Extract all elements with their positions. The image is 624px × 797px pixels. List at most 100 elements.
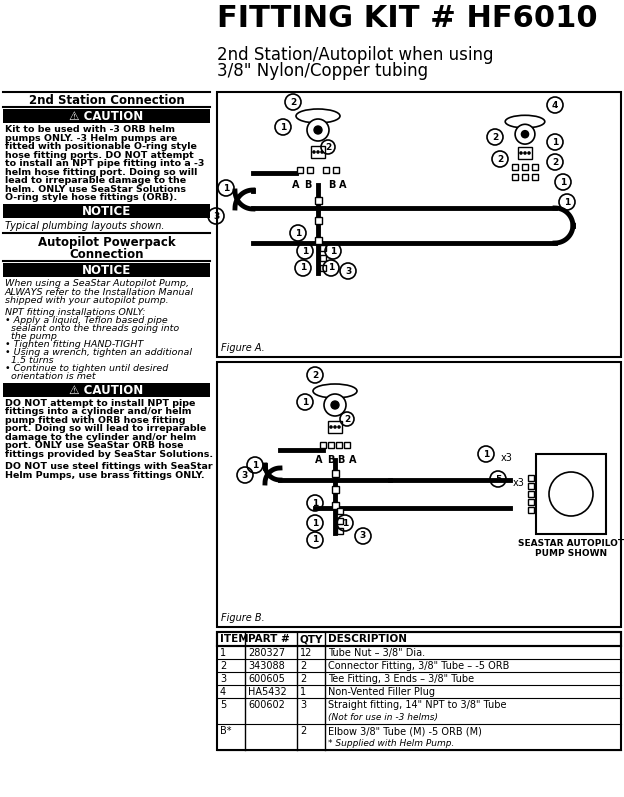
Text: 1: 1 <box>552 138 558 147</box>
Text: 1: 1 <box>564 198 570 206</box>
Text: 1.5 turns: 1.5 turns <box>5 355 54 364</box>
Text: fittings provided by SeaStar Solutions.: fittings provided by SeaStar Solutions. <box>5 450 213 458</box>
Text: B: B <box>338 455 344 465</box>
Bar <box>3 109 210 123</box>
Text: port. ONLY use SeaStar ORB hose: port. ONLY use SeaStar ORB hose <box>5 441 183 450</box>
Text: Tube Nut – 3/8" Dia.: Tube Nut – 3/8" Dia. <box>328 648 425 658</box>
Text: B: B <box>328 455 334 465</box>
Text: 1: 1 <box>330 246 336 256</box>
Text: 4: 4 <box>552 100 558 109</box>
Bar <box>528 483 534 489</box>
Bar <box>217 362 621 627</box>
Bar <box>307 167 313 173</box>
Text: 1: 1 <box>302 246 308 256</box>
Circle shape <box>329 426 333 429</box>
Text: A: A <box>292 180 300 190</box>
Circle shape <box>515 124 535 144</box>
Bar <box>512 174 518 180</box>
Text: fittings into a cylinder and/or helm: fittings into a cylinder and/or helm <box>5 407 192 416</box>
Circle shape <box>324 394 346 416</box>
Text: ⚠ CAUTION: ⚠ CAUTION <box>69 110 144 123</box>
Bar <box>522 164 528 170</box>
Text: 343088: 343088 <box>248 661 285 671</box>
Text: SEASTAR AUTOPILOT
PUMP SHOWN: SEASTAR AUTOPILOT PUMP SHOWN <box>518 539 624 559</box>
Bar <box>336 442 342 448</box>
Bar <box>532 174 538 180</box>
Text: 1: 1 <box>252 461 258 469</box>
Text: hose fitting ports. DO NOT attempt: hose fitting ports. DO NOT attempt <box>5 151 193 159</box>
Text: helm. ONLY use SeaStar Solutions: helm. ONLY use SeaStar Solutions <box>5 184 186 194</box>
Text: 280327: 280327 <box>248 648 285 658</box>
Bar <box>217 685 621 698</box>
Text: 1: 1 <box>280 123 286 132</box>
Text: pumps ONLY. -3 Helm pumps are: pumps ONLY. -3 Helm pumps are <box>5 134 177 143</box>
Bar <box>297 167 303 173</box>
Text: port. Doing so will lead to irreparable: port. Doing so will lead to irreparable <box>5 424 207 433</box>
Text: (Not for use in -3 helms): (Not for use in -3 helms) <box>328 713 438 722</box>
Text: 3: 3 <box>300 700 306 710</box>
Text: 5: 5 <box>220 700 227 710</box>
Text: 600602: 600602 <box>248 700 285 710</box>
Text: 1: 1 <box>312 536 318 544</box>
Text: A: A <box>339 180 347 190</box>
Text: 3: 3 <box>220 674 226 684</box>
Bar <box>320 255 326 261</box>
Circle shape <box>307 119 329 141</box>
Text: NOTICE: NOTICE <box>82 205 131 218</box>
Bar <box>528 507 534 513</box>
Bar <box>314 237 321 244</box>
Text: • Tighten fitting HAND-TIGHT: • Tighten fitting HAND-TIGHT <box>5 340 144 348</box>
Text: When using a SeaStar Autopilot Pump,: When using a SeaStar Autopilot Pump, <box>5 280 189 289</box>
Circle shape <box>523 151 527 155</box>
Text: 2nd Station/Autopilot when using: 2nd Station/Autopilot when using <box>217 46 494 64</box>
Text: 4: 4 <box>220 687 226 697</box>
Text: 1: 1 <box>312 519 318 528</box>
Text: DO NOT attempt to install NPT pipe: DO NOT attempt to install NPT pipe <box>5 398 195 407</box>
Text: 3: 3 <box>360 532 366 540</box>
Circle shape <box>316 150 319 154</box>
Text: ITEM: ITEM <box>220 634 248 644</box>
Bar <box>337 508 343 514</box>
Text: damage to the cylinder and/or helm: damage to the cylinder and/or helm <box>5 433 197 442</box>
Text: 2: 2 <box>290 97 296 107</box>
Circle shape <box>333 426 337 429</box>
Text: 2: 2 <box>220 661 227 671</box>
Bar <box>3 262 210 277</box>
Bar <box>217 632 621 646</box>
Text: • Using a wrench, tighten an additional: • Using a wrench, tighten an additional <box>5 347 192 356</box>
Bar <box>328 442 334 448</box>
Text: Tee Fitting, 3 Ends – 3/8" Tube: Tee Fitting, 3 Ends – 3/8" Tube <box>328 674 474 684</box>
Bar <box>331 469 338 477</box>
Text: DO NOT use steel fittings with SeaStar: DO NOT use steel fittings with SeaStar <box>5 462 213 471</box>
Text: 2: 2 <box>300 726 306 736</box>
Text: NOTICE: NOTICE <box>82 264 131 277</box>
Circle shape <box>527 151 531 155</box>
Bar <box>528 499 534 505</box>
Text: PART #: PART # <box>248 634 290 644</box>
Circle shape <box>331 401 339 409</box>
Text: Straight fitting, 14" NPT to 3/8" Tube: Straight fitting, 14" NPT to 3/8" Tube <box>328 700 507 710</box>
Bar <box>328 421 342 433</box>
Text: 3/8" Nylon/Copper tubing: 3/8" Nylon/Copper tubing <box>217 62 428 80</box>
Text: 12: 12 <box>300 648 313 658</box>
Text: Autopilot Powerpack: Autopilot Powerpack <box>37 235 175 249</box>
Bar <box>217 672 621 685</box>
Text: 2: 2 <box>497 155 503 163</box>
Text: 1: 1 <box>220 648 226 658</box>
Bar <box>217 632 621 750</box>
Bar <box>217 659 621 672</box>
Text: DESCRIPTION: DESCRIPTION <box>328 634 407 644</box>
Text: 2: 2 <box>492 132 498 142</box>
Text: 2: 2 <box>325 143 331 151</box>
Text: HA5432: HA5432 <box>248 687 287 697</box>
Text: Helm Pumps, use brass fittings ONLY.: Helm Pumps, use brass fittings ONLY. <box>5 470 205 480</box>
Text: pump fitted with ORB hose fitting: pump fitted with ORB hose fitting <box>5 415 185 425</box>
Text: Kit to be used with -3 ORB helm: Kit to be used with -3 ORB helm <box>5 125 175 134</box>
Text: 5: 5 <box>495 474 501 484</box>
Text: NPT fitting installations ONLY:: NPT fitting installations ONLY: <box>5 308 145 316</box>
Text: Typical plumbing layouts shown.: Typical plumbing layouts shown. <box>5 221 165 230</box>
Circle shape <box>312 150 316 154</box>
Text: O-ring style hose fittings (ORB).: O-ring style hose fittings (ORB). <box>5 193 177 202</box>
Text: Figure A.: Figure A. <box>221 343 265 353</box>
Text: the pump: the pump <box>5 332 57 340</box>
